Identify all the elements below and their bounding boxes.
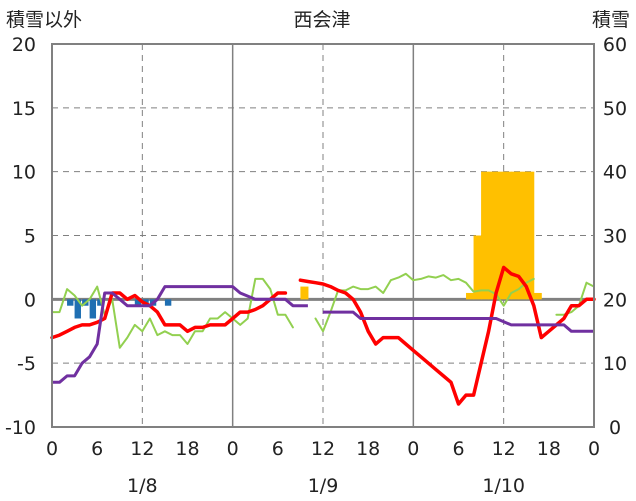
x-tick-label: 18 (175, 438, 199, 460)
day-label: 1/9 (308, 475, 339, 497)
left-y-tick-label: 20 (12, 34, 36, 56)
x-tick-label: 0 (588, 438, 600, 460)
x-tick-label: 6 (91, 438, 103, 460)
x-tick-label: 18 (537, 438, 561, 460)
left-y-tick-label: 5 (24, 226, 36, 248)
snow-depth-bar (503, 171, 512, 300)
left-y-tick-label: -5 (17, 353, 36, 375)
blue-bar (97, 299, 104, 306)
right-y-tick-label: 50 (603, 98, 627, 120)
x-tick-label: 18 (356, 438, 380, 460)
snow-depth-bar (481, 171, 490, 300)
x-tick-label: 6 (272, 438, 284, 460)
left-y-tick-label: 0 (24, 289, 36, 311)
green-line (314, 272, 535, 333)
left-y-tick-label: -10 (5, 417, 36, 439)
snow-depth-bar (526, 171, 535, 300)
blue-bar (134, 299, 142, 306)
x-tick-labels: 0 6 12 18 0 6 12 18 0 6 12 18 0 (46, 438, 600, 460)
snow-depth-bar (533, 292, 542, 300)
x-tick-label: 12 (492, 438, 516, 460)
blue-bar (89, 299, 97, 319)
right-y-tick-label: 10 (603, 353, 627, 375)
right-axis-title: 積雪 (592, 9, 630, 31)
snow-depth-bar (496, 171, 505, 300)
x-tick-label: 6 (452, 438, 464, 460)
day-label: 1/8 (127, 475, 158, 497)
snow-depth-bar (488, 171, 497, 300)
right-y-tick-label: 0 (609, 417, 621, 439)
right-y-tick-label: 40 (603, 162, 627, 184)
purple-line (323, 310, 594, 333)
chart-title: 西会津 (293, 9, 350, 31)
left-axis-title: 積雪以外 (6, 9, 82, 31)
blue-bar (74, 299, 81, 319)
snow-depth-bar (300, 286, 309, 300)
green-line (51, 277, 294, 349)
right-y-tick-label: 30 (603, 226, 627, 248)
right-y-tick-label: 20 (603, 289, 627, 311)
red-line (50, 291, 288, 340)
red-line (298, 265, 596, 406)
day-labels: 1/8 1/9 1/10 (127, 475, 525, 497)
blue-bar (164, 299, 172, 306)
plot-frame (51, 43, 595, 428)
left-y-tick-label: 10 (12, 162, 36, 184)
snow-depth-bar (466, 292, 475, 300)
right-y-tick-label: 60 (603, 34, 627, 56)
purple-line (52, 285, 308, 384)
green-line (555, 281, 595, 316)
snow-depth-bar (518, 171, 527, 300)
left-y-tick-label: 15 (12, 98, 36, 120)
line-series (50, 265, 596, 406)
x-tick-label: 0 (227, 438, 239, 460)
x-tick-label: 0 (46, 438, 58, 460)
blue-bar (67, 299, 74, 306)
snow-depth-bar (511, 171, 520, 300)
x-tick-label: 12 (130, 438, 154, 460)
snow-depth-bar (473, 235, 482, 300)
left-y-tick-labels: 20 15 10 5 0 -5 -10 (5, 34, 36, 439)
x-tick-label: 12 (311, 438, 335, 460)
right-y-tick-labels: 60 50 40 30 20 10 0 (603, 34, 627, 439)
x-tick-label: 0 (407, 438, 419, 460)
day-label: 1/10 (482, 475, 525, 497)
